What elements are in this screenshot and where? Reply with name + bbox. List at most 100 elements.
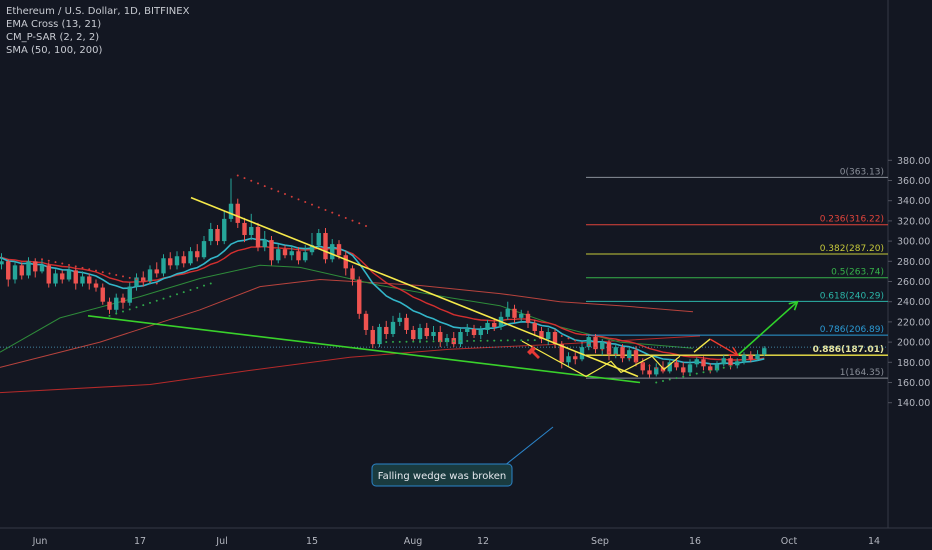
candle-body bbox=[714, 364, 720, 371]
candle-body bbox=[633, 350, 639, 363]
psar-dot bbox=[122, 275, 124, 278]
candle-body bbox=[552, 332, 558, 345]
psar-dot bbox=[689, 374, 691, 377]
psar-dot bbox=[290, 195, 293, 198]
candle-body bbox=[674, 362, 679, 368]
x-tick-label: 17 bbox=[134, 536, 146, 547]
candle-body bbox=[424, 327, 429, 337]
candle-body bbox=[660, 367, 666, 372]
legend-sma: SMA (50, 100, 200) bbox=[6, 45, 103, 56]
x-tick-label: Jul bbox=[215, 536, 227, 547]
psar-dot bbox=[405, 340, 408, 343]
psar-dot bbox=[297, 198, 300, 201]
wedge-lower-line bbox=[87, 315, 641, 384]
candle-body bbox=[708, 366, 713, 371]
projection-down-leg bbox=[709, 338, 739, 356]
fib-label: 0.5(263.74) bbox=[831, 268, 884, 278]
legend-ema-cross: EMA Cross (13, 21) bbox=[6, 19, 102, 30]
psar-dot bbox=[574, 339, 577, 342]
candle-body bbox=[667, 362, 672, 372]
psar-dot bbox=[601, 348, 604, 351]
psar-dot bbox=[155, 282, 158, 285]
psar-dot bbox=[331, 211, 334, 214]
psar-dot bbox=[419, 340, 421, 343]
y-tick-label: 180.00 bbox=[897, 358, 930, 369]
candle-body bbox=[276, 249, 281, 261]
psar-dot bbox=[196, 286, 199, 289]
legend: Ethereum / U.S. Dollar, 1D, BITFINEX EMA… bbox=[6, 5, 189, 57]
psar-dot bbox=[270, 187, 273, 190]
psar-dot bbox=[95, 269, 97, 272]
candle-body bbox=[640, 362, 645, 371]
psar-dot bbox=[135, 306, 138, 309]
candle-body bbox=[586, 337, 591, 348]
candle-body bbox=[721, 358, 726, 365]
psar-dot bbox=[344, 216, 347, 219]
candle-body bbox=[228, 203, 234, 219]
candle-body bbox=[573, 356, 578, 360]
annotation-box bbox=[371, 463, 513, 487]
psar-dot bbox=[716, 368, 718, 371]
candle-body bbox=[444, 338, 450, 343]
psar-dot bbox=[412, 340, 415, 343]
fibonacci-levels: 0(363.13) 0.236(316.22) 0.382(287.20) 0.5(2… bbox=[0, 167, 888, 379]
y-tick-label: 240.00 bbox=[897, 297, 930, 308]
psar-dot bbox=[324, 209, 327, 212]
projection-up-small bbox=[693, 338, 711, 353]
projection-up-leg bbox=[737, 301, 799, 356]
candle-body bbox=[330, 244, 335, 260]
candle-body bbox=[478, 329, 483, 336]
price-axis[interactable]: 140.00 160.00 180.00 200.00 220.00 240.00 260.… bbox=[888, 156, 930, 409]
psar-dot bbox=[385, 341, 388, 344]
fib-label: 1(164.35) bbox=[840, 368, 884, 378]
psar-dot bbox=[439, 340, 442, 343]
candle-body bbox=[87, 276, 92, 284]
candle-body bbox=[303, 252, 308, 261]
y-tick-label: 360.00 bbox=[897, 176, 930, 187]
psar-dot bbox=[169, 295, 172, 298]
candle-body bbox=[458, 332, 463, 345]
psar-dot bbox=[54, 261, 57, 264]
candle-body bbox=[181, 256, 186, 264]
candle-body bbox=[127, 286, 132, 303]
candle-body bbox=[53, 273, 58, 284]
candle-body bbox=[417, 327, 423, 340]
candle-body bbox=[397, 317, 402, 322]
sma-50-line bbox=[0, 264, 694, 353]
fib-label: 0.618(240.29) bbox=[820, 291, 884, 301]
psar-dot bbox=[729, 365, 732, 368]
psar-dot bbox=[513, 339, 516, 342]
psar-dot bbox=[392, 340, 394, 343]
psar-dot bbox=[41, 258, 43, 261]
psar-dot bbox=[257, 182, 259, 185]
psar-dot bbox=[311, 203, 313, 206]
candle-body bbox=[60, 273, 65, 280]
candle-body bbox=[485, 322, 490, 330]
candle-body bbox=[296, 251, 301, 261]
wedge-upper-line bbox=[190, 196, 639, 378]
psar-dot bbox=[662, 369, 664, 372]
candle-body bbox=[39, 265, 45, 272]
psar-dot bbox=[614, 353, 617, 356]
candle-body bbox=[80, 276, 85, 284]
sma-200-line bbox=[0, 335, 701, 394]
candle-body bbox=[107, 301, 112, 310]
candle-body bbox=[309, 245, 315, 253]
candle-body bbox=[532, 322, 537, 331]
candle-body bbox=[613, 347, 618, 355]
psar-dot bbox=[142, 304, 145, 307]
candle-body bbox=[19, 265, 24, 276]
candles bbox=[0, 178, 767, 378]
candle-body bbox=[282, 249, 288, 256]
x-tick-label: Jun bbox=[32, 536, 48, 547]
candle-body bbox=[600, 342, 605, 350]
candle-body bbox=[566, 356, 571, 363]
candle-body bbox=[249, 226, 254, 236]
psar-dot bbox=[236, 174, 239, 177]
candle-body bbox=[134, 277, 139, 287]
psar-dot bbox=[47, 259, 50, 262]
time-axis[interactable]: Jun 17 Jul 15 Aug 12 Sep 16 Oct 14 bbox=[32, 536, 880, 547]
candle-body bbox=[370, 329, 375, 345]
fib-label: 0.786(206.89) bbox=[820, 325, 884, 335]
